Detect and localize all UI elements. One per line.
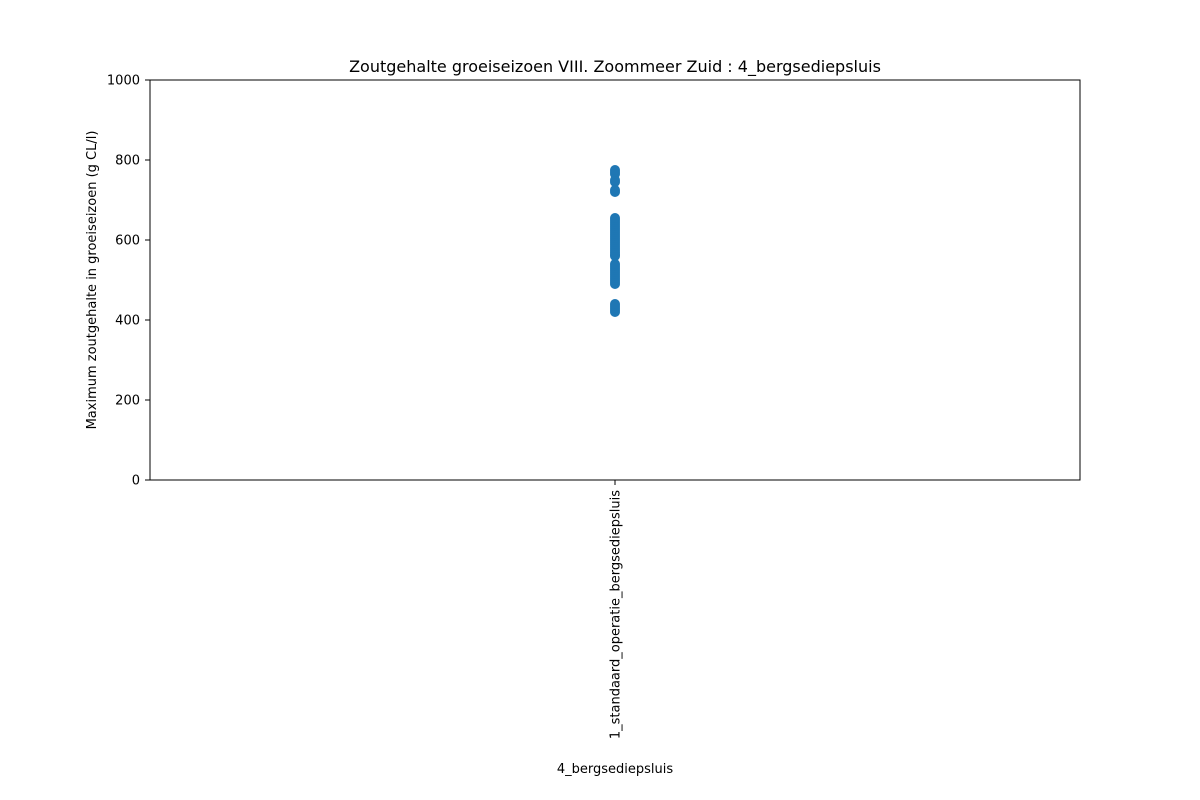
data-point xyxy=(610,185,620,195)
x-axis: 1_standaard_operatie_bergsediepsluis xyxy=(609,480,624,739)
y-tick-label: 0 xyxy=(132,474,140,489)
data-point xyxy=(610,213,620,223)
y-axis: 0 200 400 600 800 1000 xyxy=(107,74,150,489)
x-axis-label: 4_bergsediepsluis xyxy=(557,762,674,777)
data-point xyxy=(610,165,620,175)
chart-title: Zoutgehalte groeiseizoen VIII. Zoommeer … xyxy=(349,57,881,77)
y-tick-label: 1000 xyxy=(107,74,140,89)
y-tick-label: 800 xyxy=(115,154,140,169)
y-tick-label: 600 xyxy=(115,234,140,249)
data-point xyxy=(610,299,620,309)
data-point xyxy=(610,259,620,269)
data-points xyxy=(610,165,620,317)
y-tick-label: 400 xyxy=(115,314,140,329)
y-axis-label: Maximum zoutgehalte in groeiseizoen (g C… xyxy=(85,131,100,430)
x-tick-label: 1_standaard_operatie_bergsediepsluis xyxy=(609,490,624,739)
y-tick-label: 200 xyxy=(115,394,140,409)
